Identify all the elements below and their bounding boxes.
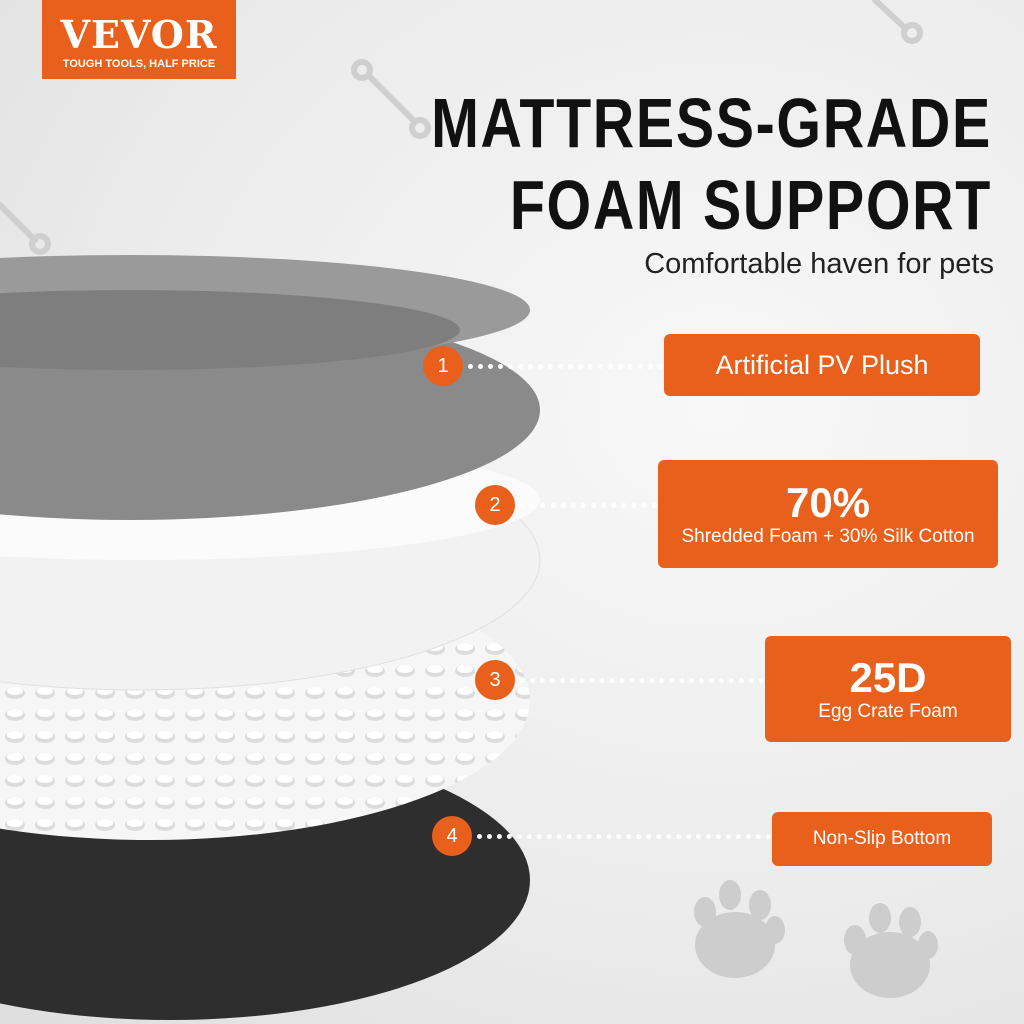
layer-label: Non-Slip Bottom bbox=[812, 828, 952, 849]
layer-label: Artificial PV Plush bbox=[715, 349, 929, 380]
subtitle: Comfortable haven for pets bbox=[644, 248, 994, 280]
layer-headline: 70% bbox=[785, 479, 871, 526]
leader-line bbox=[468, 364, 663, 369]
layer-banner-4: Non-Slip Bottom bbox=[772, 812, 992, 866]
layer-number-4: 4 bbox=[432, 816, 472, 856]
headline: MATTRESS-GRADE FOAM SUPPORT bbox=[431, 82, 992, 246]
layer-number-3: 3 bbox=[475, 660, 515, 700]
bone-icon bbox=[0, 0, 923, 255]
layer-banner-2: 70% Shredded Foam + 30% Silk Cotton bbox=[658, 460, 998, 568]
layer-headline: 25D bbox=[849, 654, 927, 701]
layer-banner-3: 25D Egg Crate Foam bbox=[765, 636, 1011, 742]
leader-line bbox=[520, 678, 764, 683]
paw-icon bbox=[694, 880, 938, 998]
layer-number-2: 2 bbox=[475, 485, 515, 525]
layer-banner-1: Artificial PV Plush bbox=[664, 334, 980, 396]
headline-line2: FOAM SUPPORT bbox=[509, 166, 992, 244]
layer-number-1: 1 bbox=[423, 346, 463, 386]
leader-line bbox=[520, 503, 657, 508]
headline-line1: MATTRESS-GRADE bbox=[431, 84, 992, 162]
layer-label: Egg Crate Foam bbox=[818, 701, 958, 722]
leader-line bbox=[477, 834, 771, 839]
layer-label: Shredded Foam + 30% Silk Cotton bbox=[681, 526, 975, 547]
vevor-logo: VEVOR TOUGH TOOLS, HALF PRICE bbox=[42, 0, 236, 79]
logo-tagline: TOUGH TOOLS, HALF PRICE bbox=[62, 58, 216, 70]
logo-brand: VEVOR bbox=[60, 12, 218, 57]
